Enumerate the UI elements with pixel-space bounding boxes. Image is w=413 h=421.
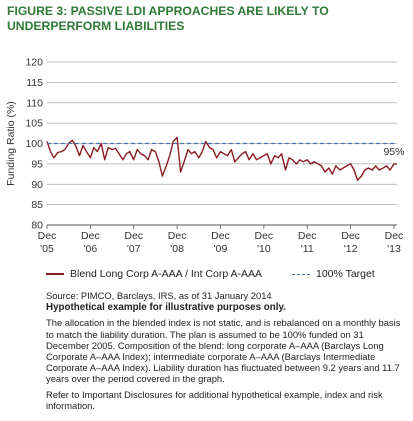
x-tick-month-3: Dec <box>168 230 187 242</box>
y-tick-label-110: 110 <box>26 97 43 109</box>
x-tick-month-2: Dec <box>124 230 143 242</box>
x-tick-month-0: Dec <box>38 230 57 242</box>
legend: Blend Long Corp A-AAA / Int Corp A-AAA 1… <box>46 268 406 282</box>
x-tick-year-2: '07 <box>127 243 141 255</box>
y-tick-label-90: 90 <box>31 179 43 191</box>
x-tick-month-6: Dec <box>298 230 317 242</box>
chart-title-line-2: UNDERPERFORM LIABILITIES <box>7 19 185 33</box>
hypothetical-note: Hypothetical example for illustrative pu… <box>46 302 286 314</box>
allocation-note: The allocation in the blended index is n… <box>46 317 401 385</box>
chart-title: FIGURE 3: PASSIVE LDI APPROACHES ARE LIK… <box>7 4 407 34</box>
x-tick-year-8: '13 <box>387 243 401 255</box>
x-axis: Dec'05Dec'06Dec'07Dec'08Dec'09Dec'10Dec'… <box>38 225 404 255</box>
legend-swatch-blend <box>46 273 64 275</box>
x-tick-month-5: Dec <box>255 230 274 242</box>
y-axis-label: Funding Ratio (%) <box>5 101 17 186</box>
y-axis-ticks: 80 85 90 95 100 105 110 115 120 <box>25 57 43 232</box>
y-tick-label-105: 105 <box>25 118 43 130</box>
disclosure-note: Refer to Important Disclosures for addit… <box>46 388 383 411</box>
y-tick-label-80: 80 <box>31 220 43 232</box>
y-tick-label-85: 85 <box>31 199 43 211</box>
x-tick-year-1: '06 <box>84 243 98 255</box>
chart-title-line-1: FIGURE 3: PASSIVE LDI APPROACHES ARE LIK… <box>7 4 329 18</box>
legend-label-target: 100% Target <box>316 268 375 280</box>
legend-item-blend: Blend Long Corp A-AAA / Int Corp A-AAA <box>46 268 262 280</box>
annotation-95-percent: 95% <box>383 146 404 158</box>
series-layer <box>46 136 397 181</box>
x-tick-year-7: '12 <box>344 243 358 255</box>
x-tick-year-4: '09 <box>214 243 228 255</box>
x-tick-year-3: '08 <box>170 243 184 255</box>
legend-swatch-target <box>292 273 310 275</box>
y-tick-label-115: 115 <box>26 77 43 89</box>
x-tick-year-0: '05 <box>40 243 54 255</box>
source-note: Source: PIMCO, Barclays, IRS, as of 31 J… <box>46 290 272 301</box>
y-tick-label-120: 120 <box>25 57 43 69</box>
legend-item-target: 100% Target <box>292 268 375 280</box>
x-tick-month-7: Dec <box>341 230 360 242</box>
y-tick-label-95: 95 <box>31 158 43 170</box>
blend-series-line <box>46 136 397 181</box>
notes: Source: PIMCO, Barclays, IRS, as of 31 J… <box>46 290 406 415</box>
x-tick-year-5: '10 <box>257 243 271 255</box>
x-tick-month-4: Dec <box>211 230 230 242</box>
x-tick-year-6: '11 <box>301 243 314 255</box>
x-tick-month-1: Dec <box>81 230 100 242</box>
x-tick-month-8: Dec <box>385 230 404 242</box>
y-tick-label-100: 100 <box>25 138 43 150</box>
legend-label-blend: Blend Long Corp A-AAA / Int Corp A-AAA <box>70 268 263 280</box>
